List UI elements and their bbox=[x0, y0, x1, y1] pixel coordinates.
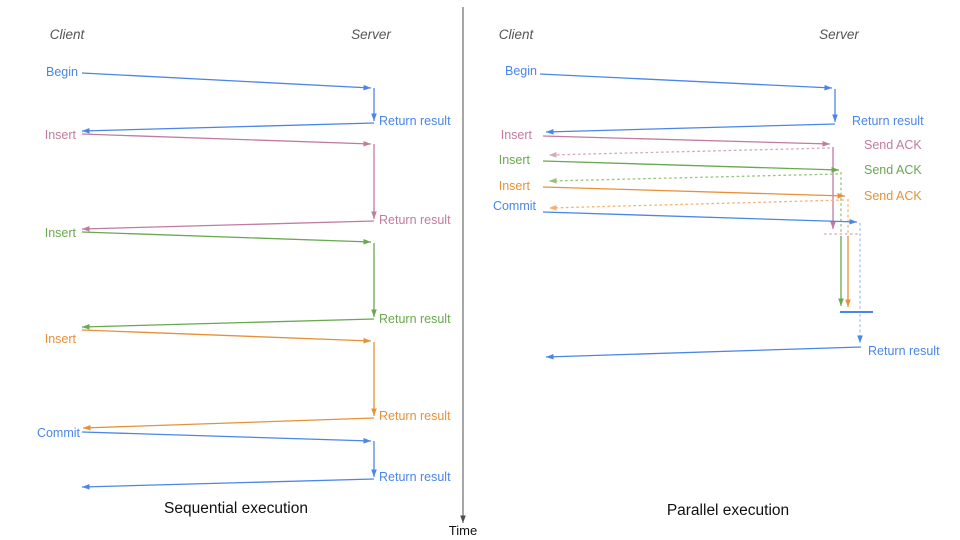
label-begin: Begin bbox=[505, 64, 537, 78]
label-send-ack: Send ACK bbox=[864, 163, 922, 177]
arrowhead-icon bbox=[363, 337, 371, 344]
label-insert: Insert bbox=[45, 128, 77, 142]
label-return-result: Return result bbox=[379, 114, 451, 128]
arrowhead-icon bbox=[549, 204, 557, 211]
panel-title-sequential: Sequential execution bbox=[164, 500, 308, 517]
message-line-blue bbox=[545, 346, 862, 358]
arrowhead-icon bbox=[371, 211, 377, 219]
label-insert: Insert bbox=[45, 226, 77, 240]
arrowhead-icon bbox=[371, 469, 377, 477]
message-line-pink bbox=[81, 220, 375, 230]
arrowhead-icon bbox=[82, 483, 90, 490]
panel-title-parallel: Parallel execution bbox=[667, 502, 789, 519]
message-line-blue bbox=[539, 73, 833, 89]
arrowhead-icon bbox=[549, 152, 557, 158]
message-line-pink bbox=[81, 133, 372, 145]
label-server: Server bbox=[351, 27, 391, 42]
arrowhead-icon bbox=[371, 113, 377, 121]
arrowhead-icon bbox=[83, 424, 91, 431]
arrowhead-icon bbox=[857, 335, 863, 343]
arrowhead-icon bbox=[546, 353, 554, 360]
message-line-blue bbox=[81, 478, 375, 488]
message-line-blue bbox=[545, 123, 836, 133]
arrowhead-icon bbox=[849, 218, 857, 225]
message-line-pink bbox=[542, 135, 831, 145]
message-line-blue bbox=[81, 431, 372, 442]
label-time: Time bbox=[449, 523, 477, 538]
arrowhead-icon bbox=[460, 515, 466, 523]
message-line-green bbox=[542, 160, 840, 171]
arrowhead-icon bbox=[363, 238, 371, 245]
message-line-blue bbox=[542, 211, 858, 223]
arrowhead-icon bbox=[371, 408, 377, 416]
message-line-blue bbox=[81, 122, 375, 132]
arrowhead-icon bbox=[82, 323, 90, 330]
label-insert: Insert bbox=[499, 153, 531, 167]
message-line-orange bbox=[81, 329, 372, 342]
label-send-ack: Send ACK bbox=[864, 138, 922, 152]
label-return-result: Return result bbox=[379, 312, 451, 326]
arrowhead-icon bbox=[549, 178, 557, 184]
arrowhead-icon bbox=[824, 84, 832, 91]
message-line-blue bbox=[81, 72, 372, 89]
label-insert: Insert bbox=[499, 179, 531, 193]
label-begin: Begin bbox=[46, 65, 78, 79]
message-line-green bbox=[81, 231, 372, 243]
label-insert: Insert bbox=[501, 128, 533, 142]
message-line-green bbox=[81, 318, 375, 328]
label-return-result: Return result bbox=[379, 470, 451, 484]
message-line-orange bbox=[82, 417, 375, 429]
arrowhead-icon bbox=[82, 225, 90, 232]
label-return-result: Return result bbox=[868, 344, 940, 358]
label-commit: Commit bbox=[493, 199, 537, 213]
label-return-result: Return result bbox=[379, 213, 451, 227]
panel-sequential: Client Server Begin Return result Insert Retu… bbox=[37, 27, 451, 517]
arrowhead-icon bbox=[546, 128, 554, 135]
time-axis: Time bbox=[449, 7, 477, 538]
arrowhead-icon bbox=[832, 114, 838, 122]
label-server: Server bbox=[819, 27, 859, 42]
arrowhead-icon bbox=[831, 166, 839, 173]
arrowhead-icon bbox=[838, 298, 844, 306]
label-send-ack: Send ACK bbox=[864, 189, 922, 203]
message-line-pinkLight-dashed bbox=[548, 147, 831, 156]
label-return-result: Return result bbox=[379, 409, 451, 423]
label-insert: Insert bbox=[45, 332, 77, 346]
label-client: Client bbox=[50, 27, 86, 42]
arrowhead-icon bbox=[363, 140, 371, 147]
arrowhead-icon bbox=[363, 84, 371, 91]
arrowhead-icon bbox=[845, 299, 851, 307]
panel-parallel: Client Server Begin Return result Insert Send… bbox=[493, 27, 940, 519]
message-line-greenLight-dashed bbox=[548, 173, 839, 182]
label-return-result: Return result bbox=[852, 114, 924, 128]
label-commit: Commit bbox=[37, 426, 81, 440]
message-line-orange bbox=[542, 186, 846, 197]
arrowhead-icon bbox=[363, 437, 371, 444]
arrowhead-icon bbox=[830, 221, 836, 229]
label-client: Client bbox=[499, 27, 535, 42]
arrowhead-icon bbox=[822, 140, 830, 147]
message-line-orangeLight-dashed bbox=[548, 199, 845, 209]
arrowhead-icon bbox=[371, 309, 377, 317]
arrowhead-icon bbox=[837, 192, 845, 199]
arrowhead-icon bbox=[82, 127, 90, 134]
